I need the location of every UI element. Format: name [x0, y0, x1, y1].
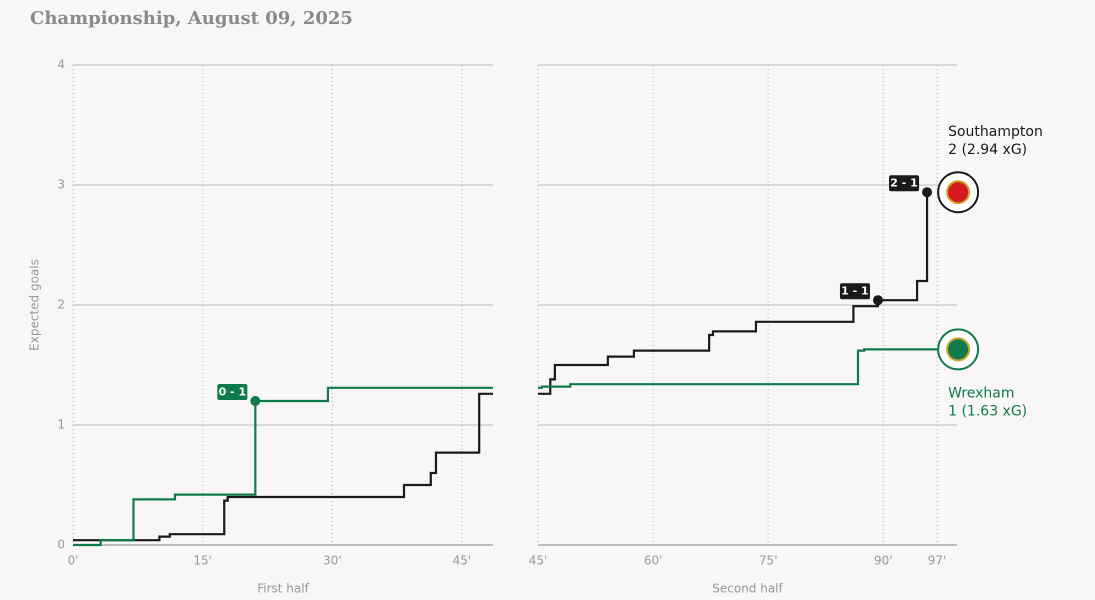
score-label: 1 - 1: [841, 285, 869, 298]
y-tick-label: 2: [57, 298, 65, 312]
goal-marker: [872, 295, 883, 306]
y-tick-label: 0: [57, 538, 65, 552]
x-axis-title: Second half: [712, 582, 783, 596]
team-name: Wrexham: [948, 385, 1014, 401]
y-tick-label: 3: [57, 178, 65, 192]
goal-marker: [922, 187, 933, 198]
team-score: 2 (2.94 xG): [948, 142, 1027, 158]
score-label: 2 - 1: [890, 177, 918, 190]
team-score: 1 (1.63 xG): [948, 403, 1027, 419]
x-tick-label: 45': [529, 554, 548, 568]
score-badge: [839, 283, 870, 300]
team-name: Southampton: [948, 124, 1043, 140]
x-tick-label: 0': [68, 554, 79, 568]
xg-line: [73, 392, 493, 542]
team-logo-inner: [946, 337, 971, 362]
xg-line: [538, 348, 941, 389]
x-tick-label: 75': [759, 554, 778, 568]
score-badge: [889, 175, 920, 192]
score-badge: [217, 384, 248, 400]
chart-title: Championship, August 09, 2025: [30, 8, 353, 29]
x-tick-label: 60': [644, 554, 663, 568]
x-tick-label: 15': [193, 554, 212, 568]
score-label: 0 - 1: [219, 386, 247, 399]
x-tick-label: 97': [928, 554, 947, 568]
x-tick-label: 45': [453, 554, 472, 568]
xg-line: [73, 386, 493, 547]
y-tick-label: 4: [57, 58, 65, 72]
x-tick-label: 30': [323, 554, 342, 568]
y-tick-label: 1: [57, 418, 65, 432]
x-tick-label: 90': [874, 554, 893, 568]
y-axis-title: Expected goals: [28, 259, 42, 351]
goal-marker: [250, 396, 261, 406]
x-axis-title: First half: [257, 582, 309, 596]
team-logo-inner: [946, 180, 971, 205]
